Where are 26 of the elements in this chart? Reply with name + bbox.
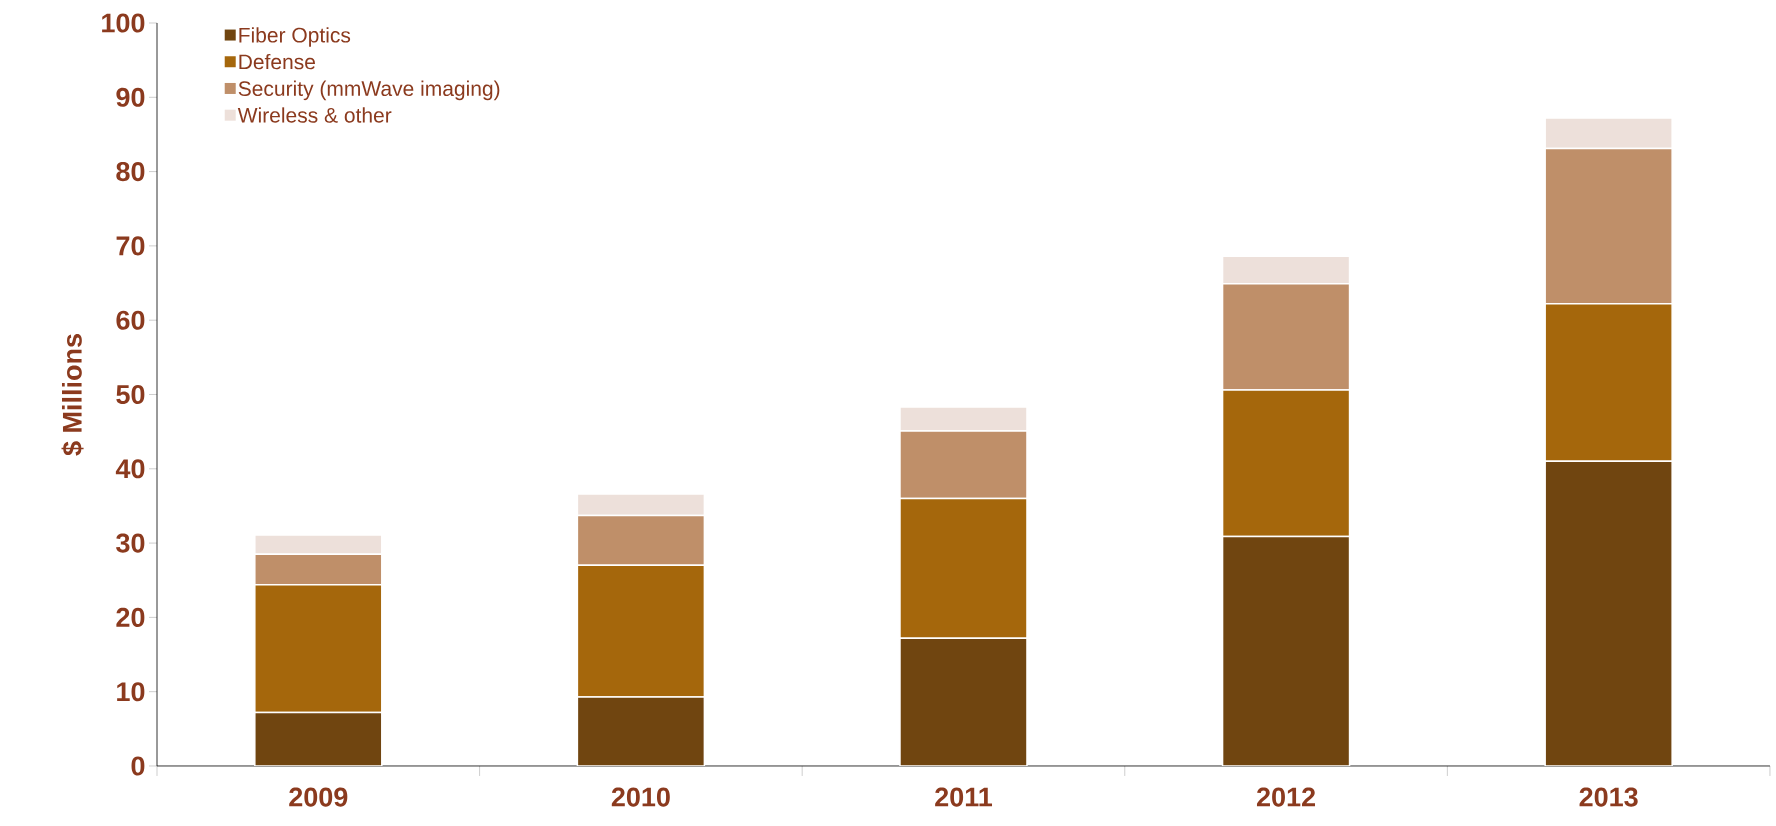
- bar: [899, 637, 1028, 766]
- x-tick-label: 2009: [289, 787, 348, 807]
- bar: [1544, 460, 1673, 766]
- bar: [254, 711, 383, 766]
- y-tick-label: 10: [117, 682, 145, 702]
- x-tick-label: 2011: [935, 787, 993, 807]
- bar: [1221, 535, 1351, 766]
- y-axis-title: $ Millions: [61, 334, 84, 456]
- y-tick-label: 100: [102, 13, 145, 33]
- legend-label: Wireless & other: [237, 107, 392, 123]
- y-tick-label: 60: [116, 310, 145, 330]
- y-tick-label: 30: [116, 533, 145, 553]
- y-tick-label: 20: [116, 607, 145, 627]
- y-tick-label: 40: [115, 459, 145, 479]
- legend-label: Defense: [239, 53, 315, 70]
- bar: [576, 696, 706, 766]
- legend-label: Fiber Optics: [239, 27, 351, 47]
- y-tick-label: 70: [116, 236, 145, 256]
- x-tick-label: 2012: [1256, 787, 1316, 807]
- y-tick-label: 90: [116, 87, 145, 107]
- x-tick-label: 2013: [1579, 787, 1638, 807]
- y-tick-label: 80: [116, 162, 145, 182]
- legend-label: Security (mmWave imaging): [238, 80, 500, 101]
- x-tick-label: 2010: [611, 787, 670, 807]
- y-tick-label: 0: [131, 756, 145, 776]
- y-tick-label: 50: [116, 384, 145, 405]
